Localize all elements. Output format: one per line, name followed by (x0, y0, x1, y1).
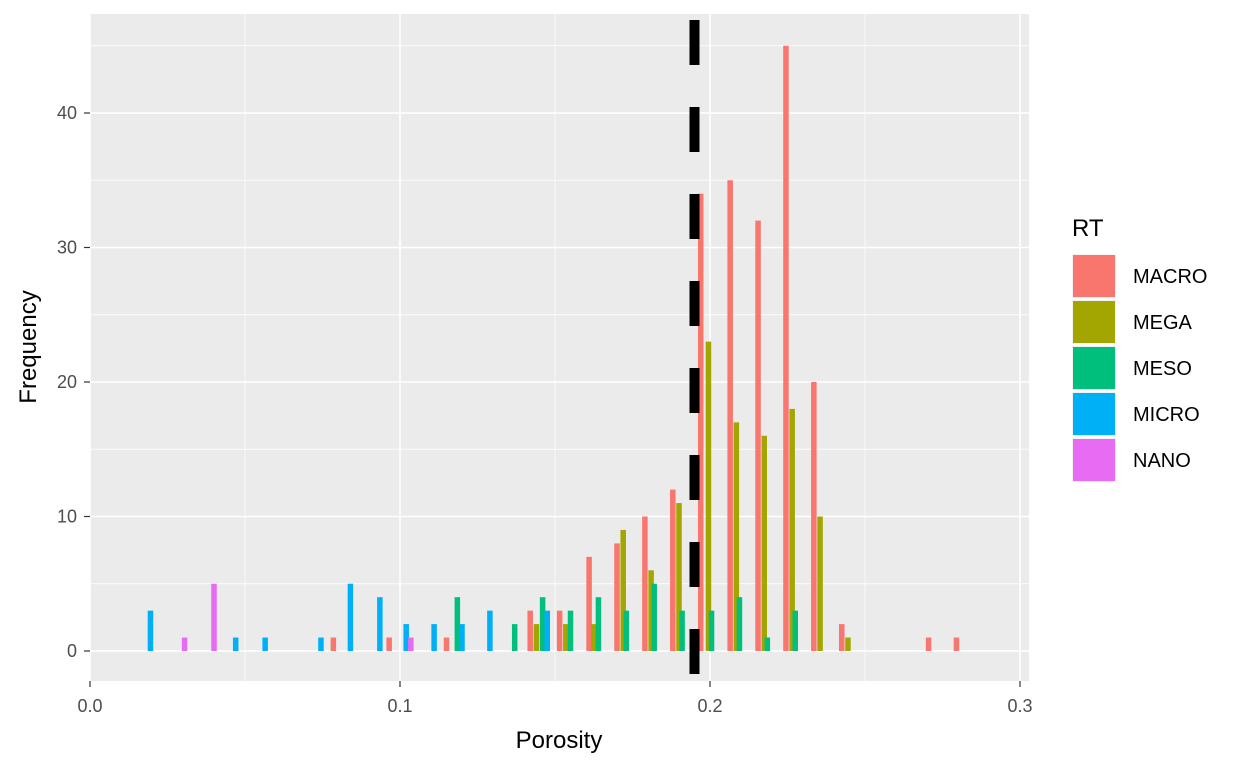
bar-macro (527, 610, 533, 651)
legend: RT MACRO MEGA MESO MICRO NANO (1072, 215, 1207, 482)
bar-mega (533, 624, 540, 651)
legend-swatch-micro (1073, 393, 1115, 435)
bar-meso (539, 597, 546, 651)
bar-meso (764, 637, 771, 651)
bar-meso (792, 610, 798, 651)
y-tick-label: 20 (57, 372, 77, 392)
bar-macro (586, 556, 592, 651)
y-tick-label: 10 (57, 507, 77, 527)
bar-mega (676, 503, 682, 651)
bar-micro (232, 637, 239, 651)
y-axis-title: Frequency (15, 290, 42, 403)
bar-micro (377, 597, 383, 651)
bar-micro (318, 637, 324, 651)
legend-items: MACRO MEGA MESO MICRO NANO (1072, 254, 1207, 482)
y-tick-label: 40 (57, 103, 77, 123)
y-tick-label: 30 (57, 238, 77, 258)
legend-label-mega: MEGA (1133, 312, 1193, 334)
bar-mega (591, 624, 597, 651)
bar-meso (623, 610, 630, 651)
bar-micro (459, 624, 465, 651)
legend-label-micro: MICRO (1133, 404, 1200, 426)
bar-macro (330, 637, 337, 651)
legend-swatch-meso (1073, 347, 1115, 389)
panel-background (90, 14, 1029, 681)
bar-meso (708, 610, 715, 651)
bar-mega (620, 529, 626, 651)
legend-label-meso: MESO (1133, 358, 1192, 380)
x-axis: 0.0 0.1 0.2 0.3 (77, 681, 1033, 716)
bar-mega (563, 624, 569, 651)
bar-macro (642, 516, 648, 651)
bar-mega (648, 570, 654, 651)
bar-meso (511, 624, 518, 651)
bar-macro (443, 637, 450, 651)
bar-macro (556, 610, 563, 651)
bar-meso (595, 597, 602, 651)
bar-mega (733, 422, 740, 651)
legend-title: RT (1072, 215, 1104, 242)
bar-macro (614, 543, 620, 651)
bar-macro (670, 489, 676, 651)
x-tick-label: 0.1 (387, 696, 412, 716)
bar-mega (705, 341, 712, 651)
bar-micro (544, 610, 550, 651)
bar-meso (454, 597, 461, 651)
y-axis: 0 10 20 30 40 (57, 103, 90, 661)
y-tick-label: 0 (67, 641, 77, 661)
bar-micro (403, 624, 409, 651)
bar-micro (431, 624, 437, 651)
legend-label-macro: MACRO (1133, 266, 1207, 288)
bar-nano (211, 583, 217, 651)
x-tick-label: 0.0 (77, 696, 102, 716)
minor-gridlines (90, 14, 1029, 681)
legend-label-nano: NANO (1133, 450, 1191, 472)
bar-meso (651, 583, 657, 651)
x-tick-label: 0.2 (697, 696, 722, 716)
bar-macro (925, 637, 932, 651)
bar-mega (761, 435, 767, 651)
bar-mega (789, 408, 795, 651)
bar-micro (487, 610, 493, 651)
bar-macro (727, 180, 733, 651)
bar-meso (679, 610, 685, 651)
legend-swatch-macro (1073, 255, 1115, 297)
bar-macro (839, 624, 845, 651)
x-axis-title: Porosity (516, 727, 603, 754)
legend-swatch-mega (1073, 301, 1115, 343)
bar-macro (811, 382, 817, 651)
bar-nano (181, 637, 188, 651)
bars-layer (147, 45, 960, 651)
bar-micro (147, 610, 154, 651)
bar-macro (783, 45, 789, 651)
bar-meso (736, 597, 743, 651)
bar-macro (386, 637, 392, 651)
bar-micro (347, 583, 354, 651)
bar-macro (697, 193, 704, 651)
legend-swatch-nano (1073, 439, 1115, 481)
bar-macro (953, 637, 960, 651)
x-tick-label: 0.3 (1007, 696, 1032, 716)
bar-meso (567, 610, 574, 651)
bar-macro (755, 220, 761, 651)
bar-nano (408, 637, 414, 651)
bar-micro (262, 637, 268, 651)
bar-mega (817, 516, 823, 651)
bar-mega (845, 637, 851, 651)
